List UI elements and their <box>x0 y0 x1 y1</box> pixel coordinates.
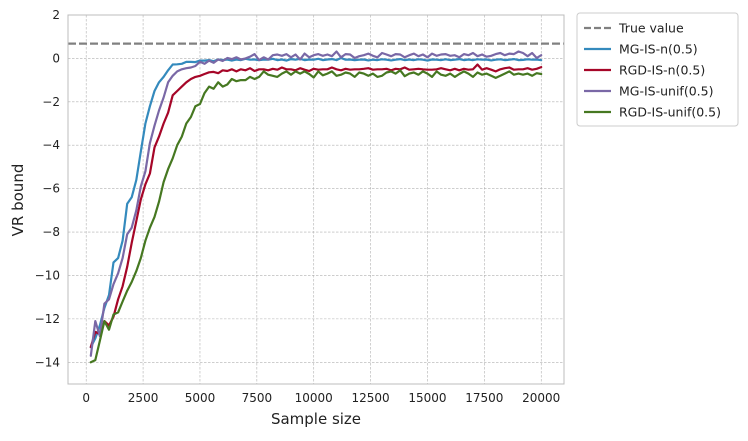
series-lines <box>68 42 564 364</box>
legend-entry: RGD-IS-n(0.5) <box>584 63 705 78</box>
x-tick-label: 12500 <box>352 391 390 405</box>
x-tick-label: 5000 <box>185 391 216 405</box>
y-tick-label: −6 <box>42 182 60 196</box>
series-line-rgd-is-n-0-5 <box>89 63 543 349</box>
x-tick-label: 7500 <box>242 391 273 405</box>
x-tick-label: 17500 <box>465 391 503 405</box>
x-tick-label: 10000 <box>295 391 333 405</box>
legend-entry: MG-IS-n(0.5) <box>584 42 698 57</box>
plot-area <box>68 15 564 384</box>
x-tick-label: 0 <box>82 391 90 405</box>
y-axis-label: VR bound <box>9 164 27 237</box>
series-line-rgd-is-unif-0-5 <box>89 69 543 364</box>
legend-label: MG-IS-unif(0.5) <box>619 84 713 99</box>
plot-frame <box>67 14 565 385</box>
series-line-mg-is-n-0-5 <box>89 56 543 349</box>
x-tick-label: 15000 <box>408 391 446 405</box>
legend-entries: True value MG-IS-n(0.5) RGD-IS-n(0.5) MG-IS… <box>584 21 721 120</box>
y-tick-label: 2 <box>52 8 60 22</box>
legend-entry: True value <box>584 21 684 36</box>
legend-box <box>576 12 739 127</box>
legend-label: RGD-IS-n(0.5) <box>619 63 705 78</box>
legend: True value MG-IS-n(0.5) RGD-IS-n(0.5) MG-IS… <box>576 12 739 127</box>
y-tick-label: −10 <box>35 268 60 282</box>
y-tick-label: −12 <box>35 312 60 326</box>
legend-entry: MG-IS-unif(0.5) <box>584 84 713 99</box>
legend-entry: RGD-IS-unif(0.5) <box>584 105 721 120</box>
x-tick-label: 20000 <box>522 391 560 405</box>
legend-label: RGD-IS-unif(0.5) <box>619 105 721 120</box>
legend-label: True value <box>618 21 684 36</box>
y-tick-label: −14 <box>35 355 60 369</box>
x-axis-label: Sample size <box>271 410 361 428</box>
x-axis-ticks: 0 2500 5000 7500 10000 12500 15000 17500 20000 <box>82 391 560 405</box>
y-tick-label: 0 <box>52 51 60 65</box>
y-tick-label: −2 <box>42 95 60 109</box>
y-axis-ticks: −14 −12 −10 −8 −6 −4 −2 0 2 <box>35 8 60 369</box>
legend-label: MG-IS-n(0.5) <box>619 42 698 57</box>
series-line-mg-is-unif-0-5 <box>89 50 543 357</box>
y-tick-label: −4 <box>42 138 60 152</box>
x-tick-label: 2500 <box>128 391 159 405</box>
y-tick-label: −8 <box>42 225 60 239</box>
